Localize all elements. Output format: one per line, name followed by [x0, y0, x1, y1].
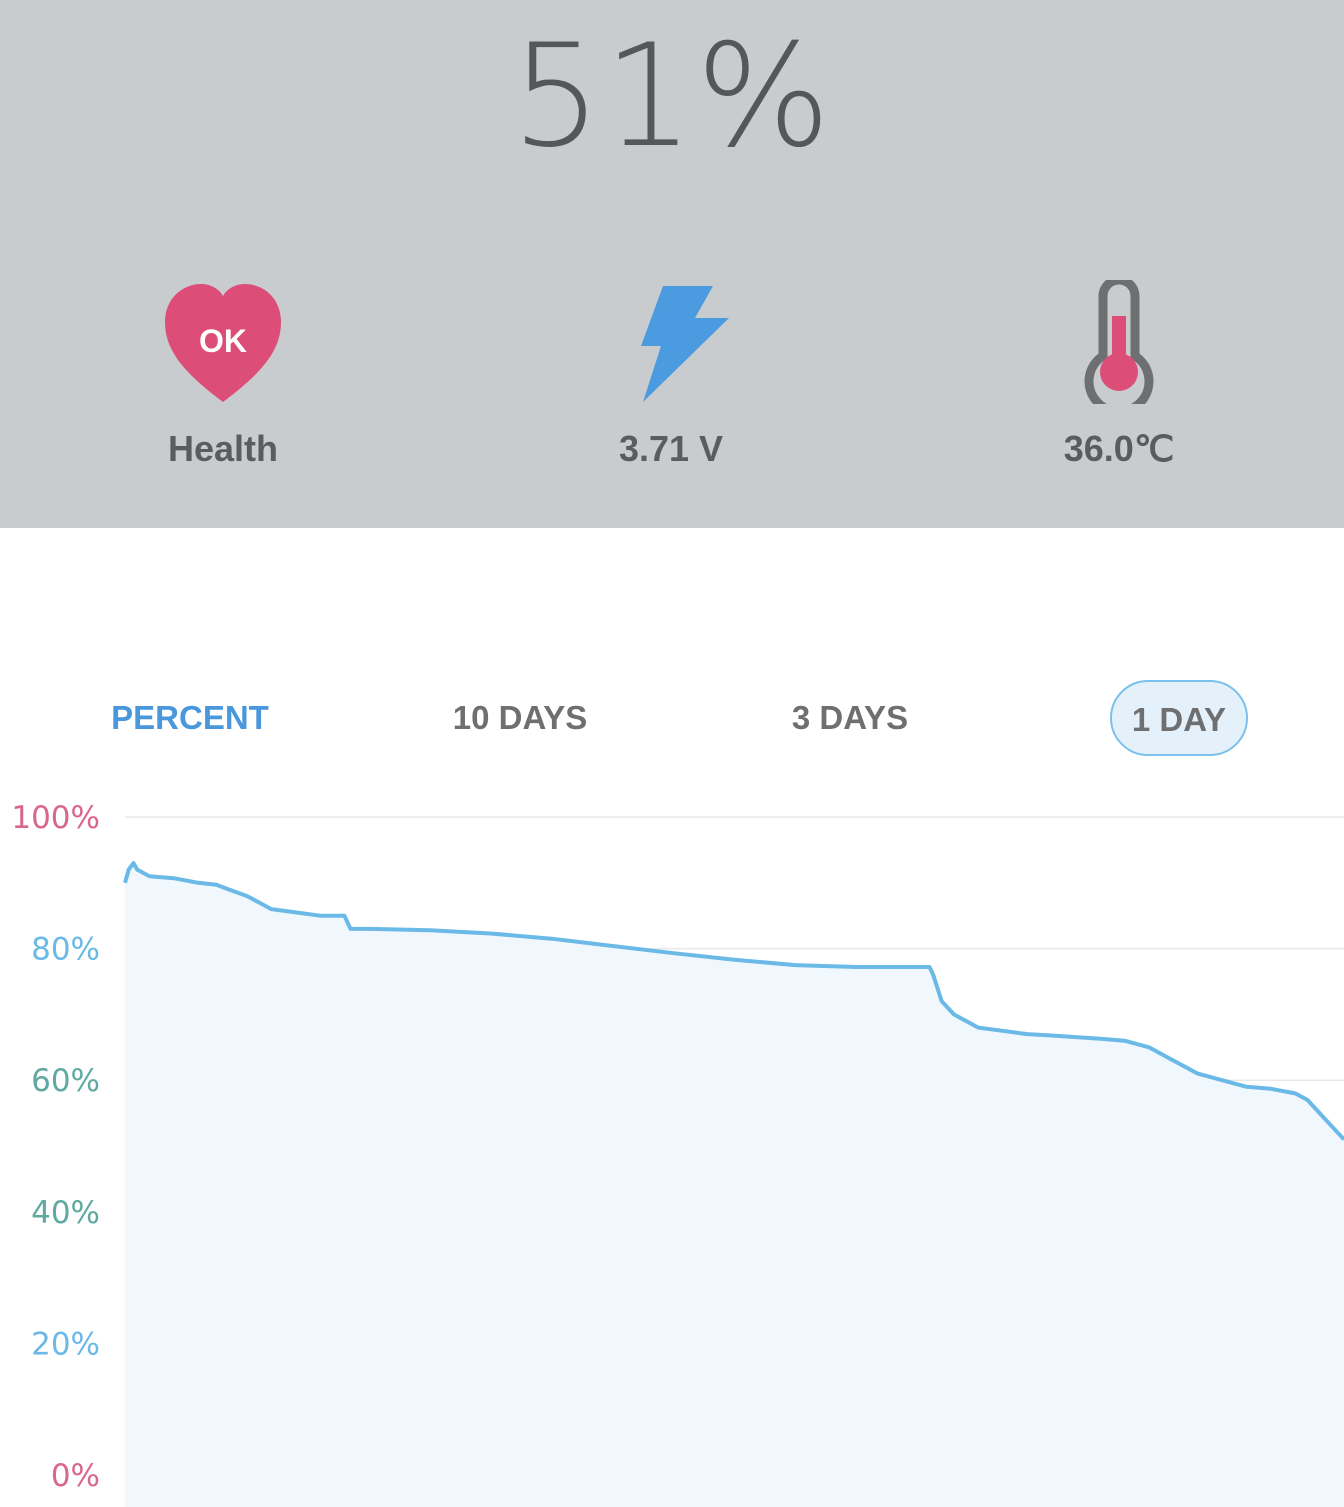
y-tick-label: 20%	[31, 1326, 100, 1362]
temperature-label: 36.0℃	[1063, 428, 1175, 469]
y-tick-label: 80%	[31, 932, 100, 968]
heart-icon: OK	[165, 284, 281, 402]
temperature-stat: 36.0℃	[969, 280, 1269, 470]
chart-range-tabs: PERCENT 10 DAYS 3 DAYS 1 DAY	[0, 680, 1344, 760]
battery-percent-chart: 100% 80% 60% 40% 20% 0%	[11, 800, 1344, 1507]
battery-summary-panel: 51% OK Health 3.71 V 36.0℃	[0, 0, 1344, 528]
thermometer-icon	[1084, 280, 1154, 404]
health-label: Health	[167, 428, 279, 469]
y-tick-label: 40%	[31, 1195, 100, 1231]
y-tick-label: 100%	[11, 800, 100, 836]
tab-3-days[interactable]: 3 DAYS	[791, 699, 909, 736]
chart-title-percent: PERCENT	[111, 699, 269, 736]
tab-1-day[interactable]: 1 DAY	[1110, 680, 1248, 756]
lightning-bolt-icon	[641, 286, 729, 402]
chart-area	[123, 861, 1344, 1507]
voltage-label: 3.71 V	[618, 428, 724, 469]
series-line	[123, 861, 1344, 1141]
health-stat: OK Health	[73, 280, 373, 470]
y-axis-ticks: 100% 80% 60% 40% 20% 0%	[11, 800, 100, 1494]
y-tick-label: 60%	[31, 1063, 100, 1099]
tab-10-days[interactable]: 10 DAYS	[452, 699, 588, 736]
y-tick-label: 0%	[51, 1458, 100, 1494]
battery-percent: 51%	[511, 14, 833, 179]
series-area-fill	[125, 863, 1344, 1507]
health-badge: OK	[199, 323, 247, 359]
voltage-stat: 3.71 V	[521, 280, 821, 470]
